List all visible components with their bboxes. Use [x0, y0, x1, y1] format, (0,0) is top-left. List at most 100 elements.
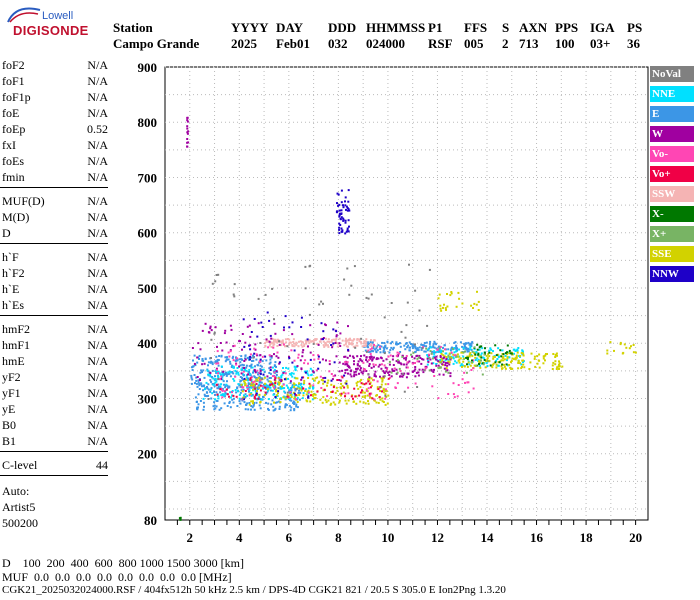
- data-point: [558, 360, 560, 363]
- data-point: [223, 383, 226, 386]
- data-point: [243, 394, 245, 397]
- data-point: [250, 394, 253, 397]
- data-point: [306, 339, 309, 342]
- data-point: [241, 378, 244, 381]
- data-point: [382, 359, 385, 362]
- data-point: [224, 392, 227, 395]
- data-point: [246, 325, 249, 328]
- data-point: [269, 377, 272, 379]
- param-value: N/A: [87, 250, 108, 264]
- data-point: [424, 366, 427, 369]
- data-point: [193, 362, 196, 365]
- data-point: [269, 355, 272, 358]
- data-point: [241, 377, 243, 379]
- header-label-hhmmss: HHMMSS: [366, 20, 426, 35]
- data-point: [433, 356, 436, 359]
- data-point: [344, 369, 347, 372]
- data-point: [276, 401, 279, 404]
- data-point: [478, 361, 481, 364]
- data-point: [414, 289, 417, 292]
- data-point: [340, 387, 343, 390]
- data-point: [246, 402, 249, 405]
- data-point: [312, 370, 315, 373]
- data-point: [403, 357, 406, 360]
- data-point: [418, 354, 421, 357]
- footer-file-line: CGK21_2025032024000.RSF / 404fx512h 50 k…: [2, 584, 506, 596]
- data-point: [380, 383, 383, 386]
- data-point: [322, 337, 325, 339]
- data-point: [346, 361, 349, 364]
- data-point: [312, 342, 315, 345]
- data-point: [348, 338, 351, 341]
- data-point: [236, 357, 239, 360]
- header-label-ddd: DDD: [328, 20, 357, 35]
- param-row-hf2: h`F2 N/A: [2, 266, 108, 282]
- data-point: [370, 392, 372, 395]
- data-point: [280, 376, 283, 379]
- data-point: [241, 366, 244, 369]
- data-point: [533, 355, 536, 358]
- data-point: [473, 302, 476, 305]
- data-point: [395, 343, 398, 346]
- data-point: [431, 385, 434, 388]
- data-point: [425, 345, 428, 348]
- data-point: [270, 403, 273, 406]
- data-point: [440, 352, 443, 355]
- data-point: [509, 366, 512, 369]
- data-point: [347, 372, 349, 375]
- data-point: [422, 358, 425, 361]
- data-point: [380, 367, 383, 370]
- data-point: [325, 359, 327, 362]
- data-point: [286, 345, 289, 348]
- data-point: [199, 348, 202, 351]
- data-point: [227, 386, 230, 389]
- data-point: [326, 395, 329, 398]
- data-point: [210, 338, 213, 341]
- data-point: [370, 339, 372, 342]
- legend-item-noval: NoVal: [650, 66, 694, 82]
- data-point: [251, 393, 254, 396]
- data-point: [273, 338, 276, 341]
- data-point: [248, 390, 250, 393]
- data-point: [376, 345, 378, 348]
- data-point: [252, 383, 255, 386]
- data-point: [253, 347, 256, 350]
- data-point: [251, 381, 254, 384]
- data-point: [495, 359, 498, 362]
- data-point: [435, 347, 438, 350]
- data-point: [358, 394, 361, 397]
- header-label-day: DAY: [276, 20, 303, 35]
- data-point: [461, 378, 464, 381]
- data-point: [219, 342, 222, 344]
- data-point: [339, 224, 342, 226]
- data-point: [388, 374, 391, 376]
- data-point: [415, 347, 418, 350]
- data-point: [613, 349, 615, 352]
- data-point: [302, 392, 305, 394]
- data-point: [381, 378, 384, 381]
- data-point: [416, 349, 419, 351]
- data-point: [268, 372, 271, 374]
- data-point: [314, 377, 317, 380]
- data-point: [522, 361, 524, 363]
- data-point: [477, 300, 480, 303]
- data-point: [483, 359, 486, 361]
- data-point: [324, 376, 327, 379]
- data-point: [258, 386, 261, 389]
- data-point: [391, 358, 394, 361]
- data-point: [278, 362, 281, 365]
- data-point: [273, 387, 276, 390]
- data-point: [406, 301, 409, 304]
- data-point: [255, 353, 258, 356]
- data-point: [379, 390, 382, 392]
- data-point: [282, 367, 284, 369]
- data-point: [462, 357, 465, 360]
- data-point: [340, 216, 343, 219]
- data-point: [450, 351, 453, 354]
- data-point: [267, 407, 269, 410]
- data-point: [281, 385, 284, 388]
- data-point: [243, 360, 246, 362]
- data-point: [359, 400, 362, 403]
- data-point: [411, 347, 414, 350]
- data-point: [330, 340, 333, 343]
